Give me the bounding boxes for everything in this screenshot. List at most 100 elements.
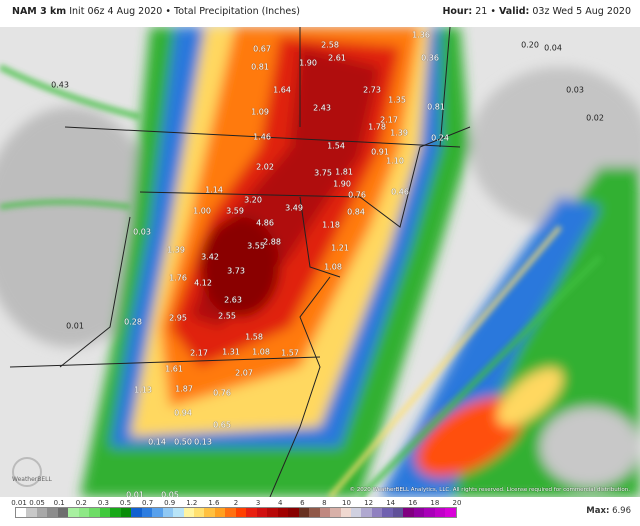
precip-value-label: 0.91 xyxy=(371,147,389,157)
max-label: Max: xyxy=(586,506,610,516)
colorbar-tick-label: 1.6 xyxy=(208,499,220,507)
separator: • xyxy=(490,6,496,17)
colorbar-swatch xyxy=(57,508,69,517)
colorbar-swatch xyxy=(173,508,184,517)
precip-value-label: 0.46 xyxy=(391,187,409,197)
precip-value-label: 0.76 xyxy=(348,190,366,200)
colorbar-swatch xyxy=(351,508,362,517)
colorbar-swatch xyxy=(309,508,320,517)
precip-value-label: 0.03 xyxy=(133,227,151,237)
precip-value-label: 1.21 xyxy=(331,243,349,253)
colorbar-swatch xyxy=(183,508,194,517)
colorbar-tick-label: 6 xyxy=(300,499,305,507)
colorbar-tick-label: 0.2 xyxy=(75,499,87,507)
colorbar-tick-label: 12 xyxy=(364,499,374,507)
precip-value-label: 0.28 xyxy=(124,317,142,327)
precip-value-label: 1.76 xyxy=(169,273,187,283)
colorbar-swatch xyxy=(47,508,58,517)
colorbar-swatch xyxy=(445,508,456,517)
colorbar-tick-label: 3 xyxy=(255,499,261,507)
precip-value-label: 0.43 xyxy=(51,80,69,90)
precip-value-label: 0.76 xyxy=(213,388,231,398)
colorbar-swatch xyxy=(16,508,27,517)
colorbar-swatch xyxy=(298,508,310,517)
precip-value-label: 2.07 xyxy=(235,368,253,378)
precip-value-label: 2.61 xyxy=(328,53,346,63)
colorbar-swatch xyxy=(89,508,100,517)
precip-value-label: 1.78 xyxy=(368,122,386,132)
colorbar-swatch xyxy=(99,508,111,517)
precip-value-label: 1.90 xyxy=(299,58,317,68)
precip-value-label: 1.64 xyxy=(273,85,291,95)
precip-value-label: 3.42 xyxy=(201,252,219,262)
hour-label: Hour: xyxy=(442,6,473,17)
precip-value-label: 0.14 xyxy=(148,437,166,447)
colorbar-tick-label: 0.1 xyxy=(53,499,65,507)
precip-value-label: 3.75 xyxy=(314,168,332,178)
precip-value-label: 0.67 xyxy=(253,44,271,54)
colorbar-swatch xyxy=(162,508,174,517)
precip-value-label: 1.54 xyxy=(327,141,345,151)
colorbar-swatch xyxy=(330,508,341,517)
precip-value-label: 3.49 xyxy=(285,203,303,213)
init-time: Init 06z 4 Aug 2020 xyxy=(69,6,163,17)
precip-value-label: 2.43 xyxy=(313,103,331,113)
precip-value-label: 0.20 xyxy=(521,40,539,50)
precip-value-label: 3.55 xyxy=(247,241,265,251)
precip-value-label: 0.50 xyxy=(174,437,192,447)
valid-label: Valid: xyxy=(498,6,530,17)
precip-value-label: 2.63 xyxy=(224,295,242,305)
colorbar-swatch xyxy=(235,508,247,517)
precip-value-label: 0.81 xyxy=(427,102,445,112)
colorbar-tick-label: 0.7 xyxy=(142,499,154,507)
precip-value-label: 0.01 xyxy=(126,490,144,498)
colorbar-ticks: 0.01 0.05 0.1 0.2 0.3 0.5 0.7 0.9 1.2 1.6 2 3 4 6 8 10 1… xyxy=(11,499,461,507)
product-name: Total Precipitation (Inches) xyxy=(174,6,300,17)
precip-value-label: 1.81 xyxy=(335,167,353,177)
precip-value-label: 1.36 xyxy=(412,30,430,40)
colorbar-tick-label: 0.9 xyxy=(164,499,176,507)
precip-value-label: 2.02 xyxy=(256,162,274,172)
map-title: NAM 3 km Init 06z 4 Aug 2020 • Total Pre… xyxy=(12,6,300,17)
precip-value-label: 1.08 xyxy=(324,262,342,272)
valid-value: 03z Wed 5 Aug 2020 xyxy=(532,6,631,17)
precip-value-label: 0.01 xyxy=(66,321,84,331)
colorbar-swatch xyxy=(267,508,278,517)
colorbar-swatch xyxy=(68,508,79,517)
colorbar-swatch xyxy=(256,508,268,517)
precip-value-label: 1.18 xyxy=(322,220,340,230)
colorbar-swatch xyxy=(392,508,404,517)
precip-value-label: 1.08 xyxy=(252,347,270,357)
precip-value-label: 3.73 xyxy=(227,266,245,276)
precip-value-label: 3.20 xyxy=(244,195,262,205)
precip-value-label: 1.57 xyxy=(281,348,299,358)
precip-value-label: 1.39 xyxy=(390,128,408,138)
copyright-notice: © 2020 WeatherBELL Analytics, LLC. All r… xyxy=(349,487,630,493)
precip-value-label: 0.02 xyxy=(586,113,604,123)
colorbar-swatch xyxy=(193,508,205,517)
colorbar-swatch xyxy=(120,508,132,517)
colorbar-swatch xyxy=(141,508,153,517)
colorbar-swatch xyxy=(340,508,351,517)
precip-value-label: 2.17 xyxy=(190,348,208,358)
precip-value-label: 3.59 xyxy=(226,206,244,216)
colorbar-swatch xyxy=(288,508,299,517)
colorbar-tick-label: 16 xyxy=(408,499,418,507)
precip-value-label: 0.03 xyxy=(566,85,584,95)
colorbar-tick-label: 14 xyxy=(386,499,396,507)
precip-value-label: 1.90 xyxy=(333,179,351,189)
precip-value-label: 2.73 xyxy=(363,85,381,95)
colorbar-tick-label: 0.3 xyxy=(97,499,109,507)
hour-value: 21 xyxy=(475,6,488,17)
colorbar-swatch xyxy=(36,508,48,517)
precip-value-label: 0.65 xyxy=(213,420,231,430)
precip-value-label: 1.39 xyxy=(167,245,185,255)
colorbar-swatch xyxy=(225,508,236,517)
precip-value-label: 0.04 xyxy=(544,43,562,53)
precipitation-map: 2.58 2.61 1.90 0.81 1.64 2.73 1.35 2.43 1.09 2.17… xyxy=(0,27,640,497)
precip-value-label: 1.58 xyxy=(245,332,263,342)
model-name: NAM 3 km xyxy=(12,6,67,17)
precip-value-label: 2.88 xyxy=(263,237,281,247)
precip-value-label: 4.86 xyxy=(256,218,274,228)
colorbar-swatch xyxy=(277,508,289,517)
